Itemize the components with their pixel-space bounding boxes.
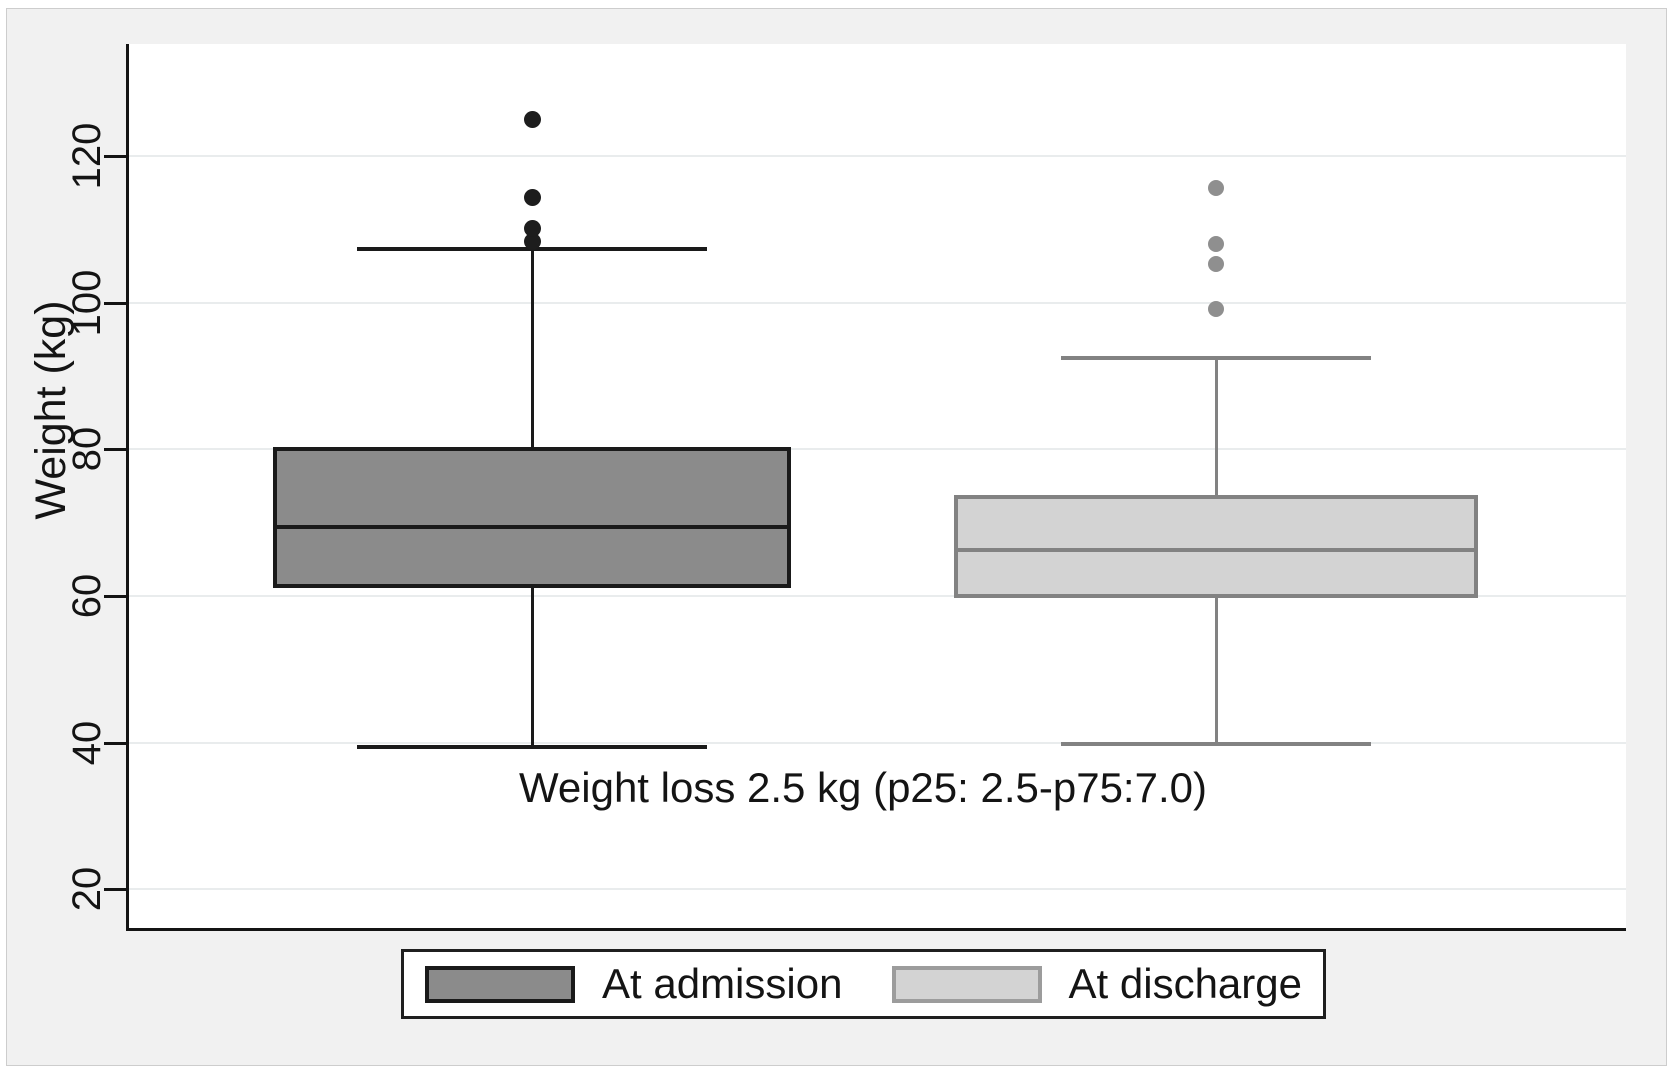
lower-whisker-cap-at-discharge xyxy=(1061,742,1371,747)
legend-swatch-at-discharge xyxy=(891,965,1042,1003)
outlier-at-discharge xyxy=(1208,180,1224,197)
y-tick-label-60: 60 xyxy=(64,573,109,619)
gridline-60 xyxy=(129,594,1626,597)
box-at-discharge xyxy=(954,494,1478,598)
box-at-admission xyxy=(273,447,791,588)
outlier-at-admission xyxy=(523,220,541,238)
y-tick-label-100: 100 xyxy=(64,269,109,337)
outlier-at-discharge xyxy=(1208,255,1224,272)
gridline-40 xyxy=(129,741,1626,744)
lower-whisker-cap-at-admission xyxy=(357,744,707,749)
gridline-100 xyxy=(129,301,1626,304)
legend-swatch-at-admission xyxy=(425,965,575,1003)
lower-whisker-at-discharge xyxy=(1214,595,1218,745)
y-tick-100 xyxy=(104,301,126,305)
upper-whisker-cap-at-discharge xyxy=(1061,356,1371,361)
legend-entry-at-admission: At admission xyxy=(425,960,842,1008)
figure-area: Weight (kg) Weight loss 2.5 kg (p25: 2.5… xyxy=(6,8,1667,1066)
legend-label-at-admission: At admission xyxy=(602,960,843,1007)
annotation-text: Weight loss 2.5 kg (p25: 2.5-p75:7.0) xyxy=(519,764,1207,811)
legend: At admission At discharge xyxy=(401,949,1326,1019)
y-tick-120 xyxy=(104,155,126,158)
legend-label-at-discharge: At discharge xyxy=(1068,960,1302,1007)
y-tick-80 xyxy=(104,448,126,452)
outlier-at-admission xyxy=(523,110,541,128)
y-tick-label-80: 80 xyxy=(64,427,109,472)
y-tick-40 xyxy=(104,741,126,745)
y-tick-label-40: 40 xyxy=(64,720,109,765)
median-at-discharge xyxy=(954,547,1478,552)
outlier-at-admission xyxy=(523,189,541,207)
gridline-20 xyxy=(129,888,1626,891)
gridline-120 xyxy=(129,155,1626,157)
legend-entry-at-discharge: At discharge xyxy=(891,960,1302,1008)
y-tick-60 xyxy=(104,594,126,598)
upper-whisker-at-admission xyxy=(530,249,534,450)
y-tick-label-20: 20 xyxy=(64,867,109,912)
upper-whisker-at-discharge xyxy=(1214,358,1218,497)
y-tick-20 xyxy=(104,888,126,892)
outlier-at-discharge xyxy=(1208,235,1224,252)
y-tick-label-120: 120 xyxy=(64,122,109,190)
outlier-at-discharge xyxy=(1208,301,1224,318)
plot-layers xyxy=(129,44,1626,928)
lower-whisker-at-admission xyxy=(530,585,534,747)
median-at-admission xyxy=(273,525,791,530)
outlier-at-admission xyxy=(523,233,541,251)
plot-area: Weight loss 2.5 kg (p25: 2.5-p75:7.0) xyxy=(126,44,1626,931)
gridline-80 xyxy=(129,448,1626,451)
